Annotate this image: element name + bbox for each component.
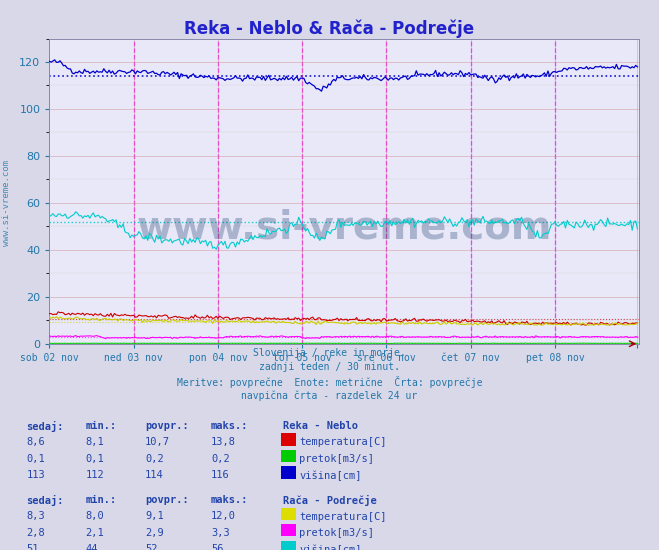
Text: sedaj:: sedaj: (26, 421, 64, 432)
Text: 12,0: 12,0 (211, 512, 236, 521)
Text: 0,2: 0,2 (145, 454, 163, 464)
Text: www.si-vreme.com: www.si-vreme.com (136, 209, 552, 247)
Text: 8,1: 8,1 (86, 437, 104, 447)
Text: 0,1: 0,1 (26, 454, 45, 464)
Text: Rača - Podrečje: Rača - Podrečje (283, 495, 377, 506)
Text: 2,1: 2,1 (86, 528, 104, 538)
Text: 112: 112 (86, 470, 104, 480)
Text: 0,1: 0,1 (86, 454, 104, 464)
Text: Reka - Neblo: Reka - Neblo (283, 421, 358, 431)
Text: 56: 56 (211, 544, 223, 550)
Text: sedaj:: sedaj: (26, 495, 64, 506)
Text: 8,0: 8,0 (86, 512, 104, 521)
Text: 52: 52 (145, 544, 158, 550)
Text: zadnji teden / 30 minut.: zadnji teden / 30 minut. (259, 362, 400, 372)
Text: 116: 116 (211, 470, 229, 480)
Text: Slovenija / reke in morje.: Slovenija / reke in morje. (253, 348, 406, 358)
Text: 3,3: 3,3 (211, 528, 229, 538)
Text: pretok[m3/s]: pretok[m3/s] (299, 454, 374, 464)
Text: 51: 51 (26, 544, 39, 550)
Text: 2,9: 2,9 (145, 528, 163, 538)
Text: navpična črta - razdelek 24 ur: navpična črta - razdelek 24 ur (241, 390, 418, 401)
Text: 2,8: 2,8 (26, 528, 45, 538)
Text: višina[cm]: višina[cm] (299, 470, 362, 481)
Text: www.si-vreme.com: www.si-vreme.com (2, 161, 11, 246)
Text: povpr.:: povpr.: (145, 495, 188, 505)
Text: maks.:: maks.: (211, 421, 248, 431)
Text: Meritve: povprečne  Enote: metrične  Črta: povprečje: Meritve: povprečne Enote: metrične Črta:… (177, 376, 482, 388)
Text: višina[cm]: višina[cm] (299, 544, 362, 550)
Text: 8,3: 8,3 (26, 512, 45, 521)
Text: 10,7: 10,7 (145, 437, 170, 447)
Text: 0,2: 0,2 (211, 454, 229, 464)
Text: 114: 114 (145, 470, 163, 480)
Text: 8,6: 8,6 (26, 437, 45, 447)
Text: 44: 44 (86, 544, 98, 550)
Text: min.:: min.: (86, 495, 117, 505)
Text: povpr.:: povpr.: (145, 421, 188, 431)
Text: Reka - Neblo & Rača - Podrečje: Reka - Neblo & Rača - Podrečje (185, 19, 474, 38)
Text: pretok[m3/s]: pretok[m3/s] (299, 528, 374, 538)
Text: 13,8: 13,8 (211, 437, 236, 447)
Text: 9,1: 9,1 (145, 512, 163, 521)
Text: temperatura[C]: temperatura[C] (299, 512, 387, 521)
Text: 113: 113 (26, 470, 45, 480)
Text: temperatura[C]: temperatura[C] (299, 437, 387, 447)
Text: maks.:: maks.: (211, 495, 248, 505)
Text: min.:: min.: (86, 421, 117, 431)
